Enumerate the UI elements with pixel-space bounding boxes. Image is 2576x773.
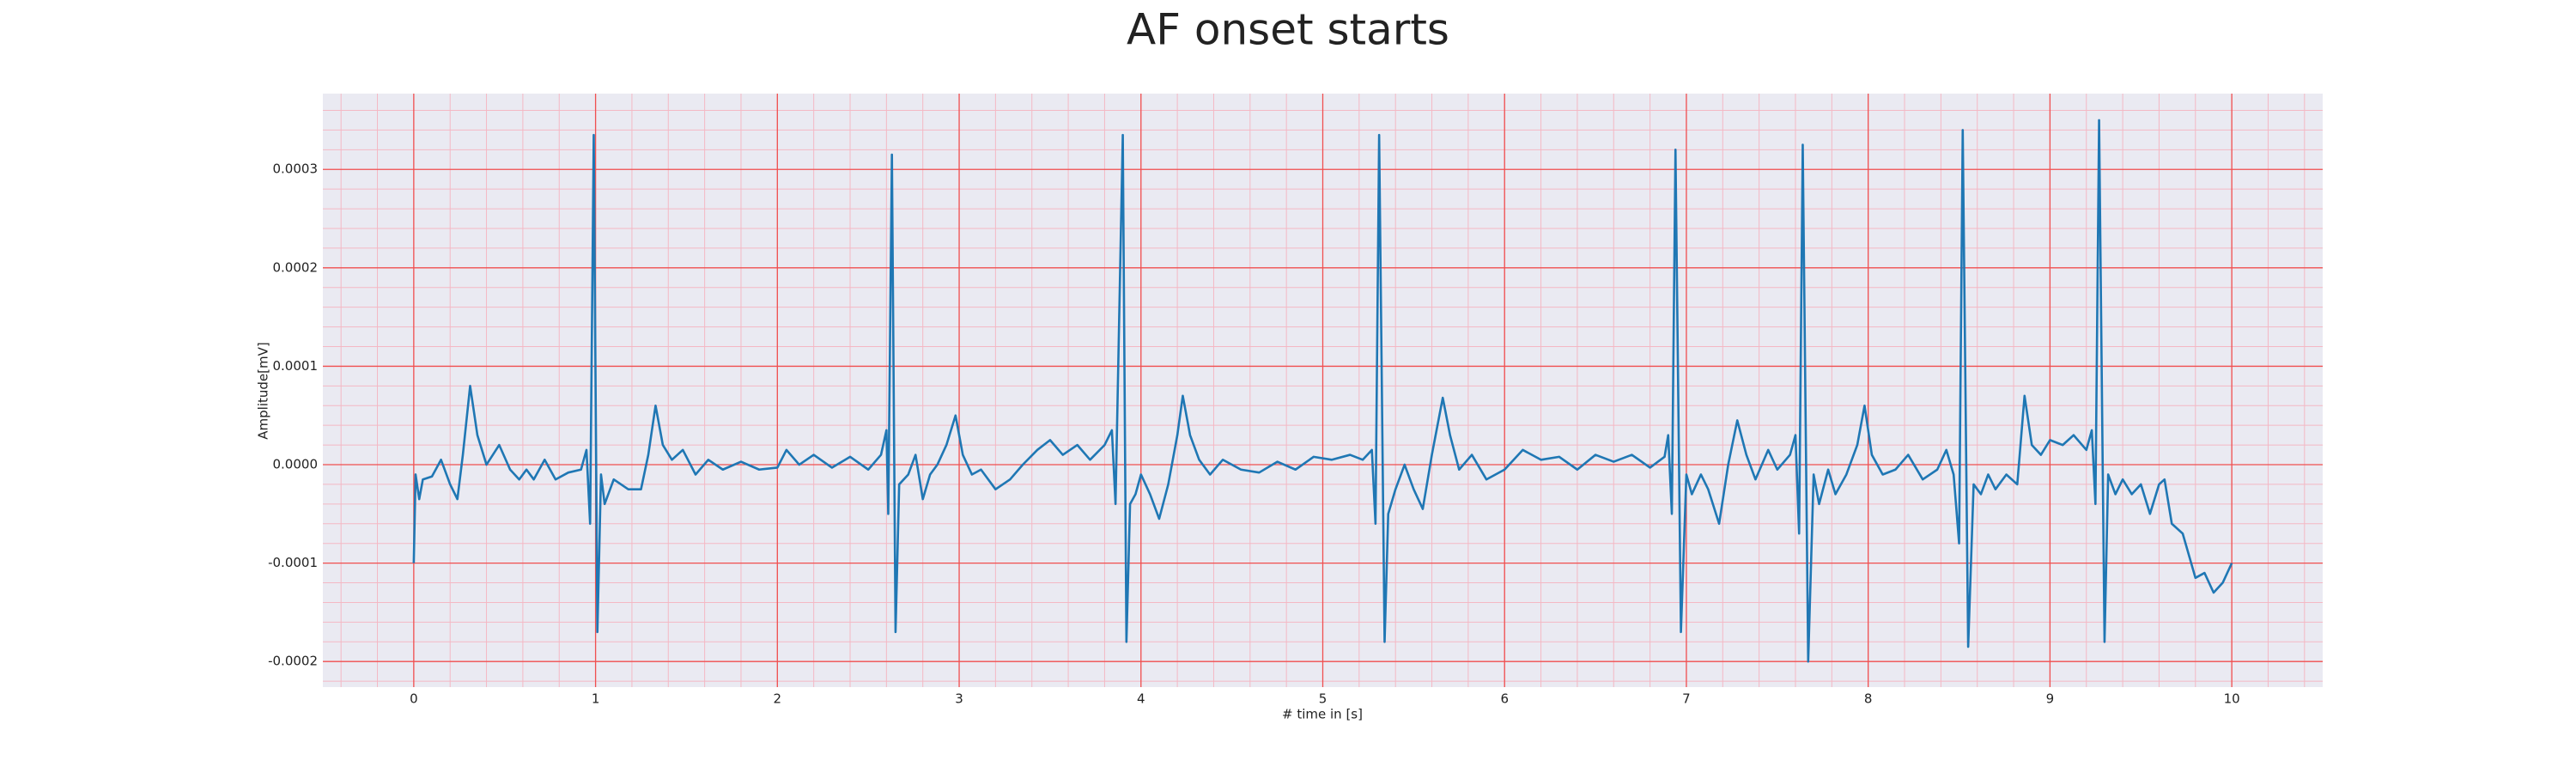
y-tick-label: -0.0002 [268, 654, 318, 669]
y-tick-label: 0.0000 [273, 457, 319, 472]
x-tick-label: 2 [774, 691, 782, 707]
x-axis-label: # time in [s] [1282, 707, 1363, 722]
chart-title: AF onset starts [1127, 5, 1449, 55]
x-tick-label: 10 [2224, 691, 2240, 707]
x-tick-label: 8 [1864, 691, 1873, 707]
x-tick-label: 0 [410, 691, 418, 707]
x-tick-label: 3 [955, 691, 963, 707]
x-tick-label: 1 [592, 691, 600, 707]
x-tick-label: 7 [1682, 691, 1691, 707]
x-tick-label: 5 [1319, 691, 1327, 707]
y-tick-label: -0.0001 [268, 555, 318, 570]
x-tick-label: 4 [1137, 691, 1145, 707]
grid [323, 94, 2323, 687]
y-axis-label: Amplitude[mV] [256, 342, 271, 439]
ecg-line [412, 119, 2233, 663]
x-tick-label: 9 [2046, 691, 2055, 707]
y-tick-label: 0.0003 [273, 161, 319, 177]
y-tick-label: 0.0001 [273, 358, 319, 374]
y-tick-label: 0.0002 [273, 259, 319, 275]
x-tick-label: 6 [1500, 691, 1509, 707]
